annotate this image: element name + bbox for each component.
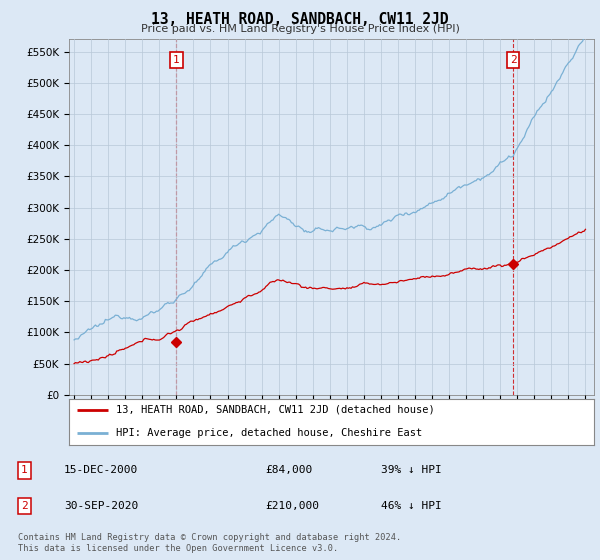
Text: 30-SEP-2020: 30-SEP-2020: [64, 501, 138, 511]
Text: 46% ↓ HPI: 46% ↓ HPI: [380, 501, 442, 511]
Text: HPI: Average price, detached house, Cheshire East: HPI: Average price, detached house, Ches…: [116, 428, 422, 438]
Text: 13, HEATH ROAD, SANDBACH, CW11 2JD (detached house): 13, HEATH ROAD, SANDBACH, CW11 2JD (deta…: [116, 405, 435, 415]
Text: £210,000: £210,000: [265, 501, 319, 511]
Text: 1: 1: [173, 55, 180, 65]
Text: Contains HM Land Registry data © Crown copyright and database right 2024.
This d: Contains HM Land Registry data © Crown c…: [18, 533, 401, 553]
Text: 39% ↓ HPI: 39% ↓ HPI: [380, 465, 442, 475]
Text: 1: 1: [20, 465, 28, 475]
Text: Price paid vs. HM Land Registry's House Price Index (HPI): Price paid vs. HM Land Registry's House …: [140, 24, 460, 34]
Text: 2: 2: [20, 501, 28, 511]
Text: 2: 2: [509, 55, 517, 65]
Text: 15-DEC-2000: 15-DEC-2000: [64, 465, 138, 475]
Text: £84,000: £84,000: [265, 465, 313, 475]
Text: 13, HEATH ROAD, SANDBACH, CW11 2JD: 13, HEATH ROAD, SANDBACH, CW11 2JD: [151, 12, 449, 27]
